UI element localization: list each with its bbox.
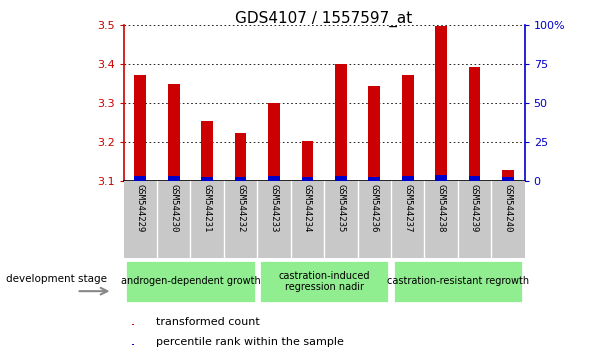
Text: GSM544240: GSM544240 xyxy=(504,184,513,233)
Text: GSM544229: GSM544229 xyxy=(136,184,145,233)
Bar xyxy=(268,176,280,181)
Bar xyxy=(201,121,213,181)
Text: GSM544238: GSM544238 xyxy=(437,184,446,233)
Text: transformed count: transformed count xyxy=(156,317,259,327)
Bar xyxy=(302,177,313,181)
FancyBboxPatch shape xyxy=(259,260,390,303)
Text: GDS4107 / 1557597_at: GDS4107 / 1557597_at xyxy=(236,11,412,27)
Bar xyxy=(134,176,146,181)
Bar xyxy=(469,67,481,181)
Text: development stage: development stage xyxy=(6,274,107,284)
Text: GSM544237: GSM544237 xyxy=(403,184,412,233)
Text: GSM544233: GSM544233 xyxy=(270,184,279,233)
Bar xyxy=(502,170,514,181)
Bar xyxy=(201,177,213,181)
Text: GSM544230: GSM544230 xyxy=(169,184,178,233)
Text: GSM544236: GSM544236 xyxy=(370,184,379,233)
FancyBboxPatch shape xyxy=(393,260,523,303)
FancyBboxPatch shape xyxy=(125,260,256,303)
Bar xyxy=(435,175,447,181)
Bar xyxy=(302,141,313,181)
Text: castration-resistant regrowth: castration-resistant regrowth xyxy=(387,276,529,286)
Bar xyxy=(402,176,414,181)
Text: GSM544239: GSM544239 xyxy=(470,184,479,233)
Bar xyxy=(235,177,247,181)
Bar xyxy=(435,25,447,181)
Bar xyxy=(469,176,481,181)
Bar xyxy=(368,86,380,181)
Text: percentile rank within the sample: percentile rank within the sample xyxy=(156,337,344,347)
Bar xyxy=(268,103,280,181)
Text: GSM544232: GSM544232 xyxy=(236,184,245,233)
Bar xyxy=(168,84,180,181)
Bar xyxy=(335,64,347,181)
Bar xyxy=(131,344,134,345)
Bar xyxy=(335,176,347,181)
Text: castration-induced
regression nadir: castration-induced regression nadir xyxy=(279,270,370,292)
Bar xyxy=(502,177,514,181)
Text: GSM544235: GSM544235 xyxy=(336,184,346,233)
Text: GSM544234: GSM544234 xyxy=(303,184,312,233)
Text: androgen-dependent growth: androgen-dependent growth xyxy=(121,276,260,286)
Bar xyxy=(235,133,247,181)
Bar xyxy=(134,75,146,181)
Bar xyxy=(368,177,380,181)
Bar xyxy=(402,75,414,181)
Bar xyxy=(131,324,134,325)
Text: GSM544231: GSM544231 xyxy=(203,184,212,233)
Bar xyxy=(168,176,180,181)
